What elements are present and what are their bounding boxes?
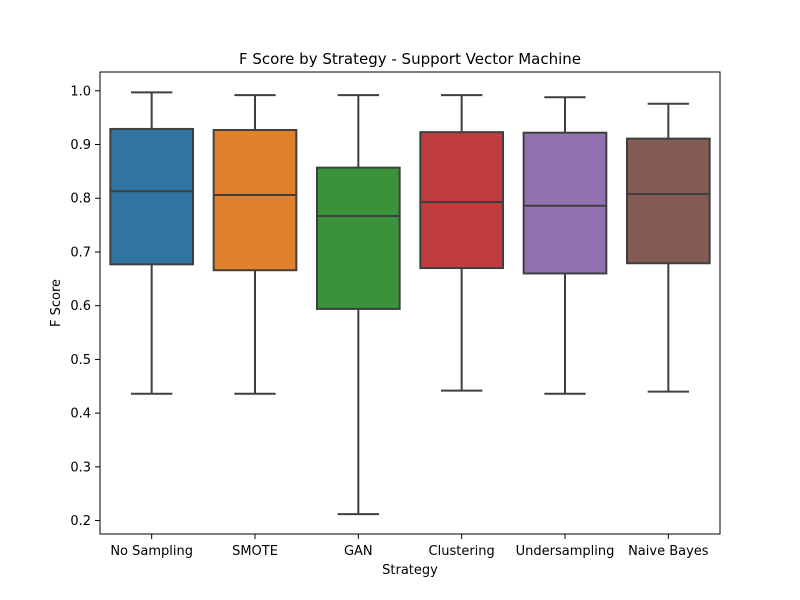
- box-no-sampling: [109, 127, 194, 266]
- y-tick-label: 0.6: [70, 299, 91, 314]
- box-clustering: [419, 131, 505, 270]
- x-tick-label: Undersampling: [516, 544, 615, 559]
- y-tick-label: 0.2: [70, 514, 91, 529]
- box-naive-bayes: [626, 137, 711, 265]
- y-tick-label: 0.4: [70, 407, 91, 422]
- x-tick-label: No Sampling: [110, 544, 193, 559]
- plot-area: [109, 91, 711, 516]
- x-tick-label: Naive Bayes: [628, 544, 709, 559]
- y-tick-label: 0.3: [70, 460, 91, 475]
- y-tick-label: 0.7: [70, 245, 91, 260]
- chart-title: F Score by Strategy - Support Vector Mac…: [239, 50, 581, 68]
- box-gan: [316, 166, 401, 310]
- y-tick-label: 1.0: [70, 84, 91, 99]
- y-axis-label: F Score: [49, 279, 64, 327]
- x-axis-label: Strategy: [382, 563, 438, 578]
- box-smote: [212, 129, 298, 272]
- x-tick-label: SMOTE: [232, 544, 278, 559]
- x-tick-label: Clustering: [429, 544, 495, 559]
- box-undersampling: [522, 131, 608, 275]
- plot-frame: [99, 71, 721, 535]
- y-tick-label: 0.8: [70, 192, 91, 207]
- y-tick-label: 0.5: [70, 353, 91, 368]
- y-tick-label: 0.9: [70, 138, 91, 153]
- x-tick-label: GAN: [344, 544, 373, 559]
